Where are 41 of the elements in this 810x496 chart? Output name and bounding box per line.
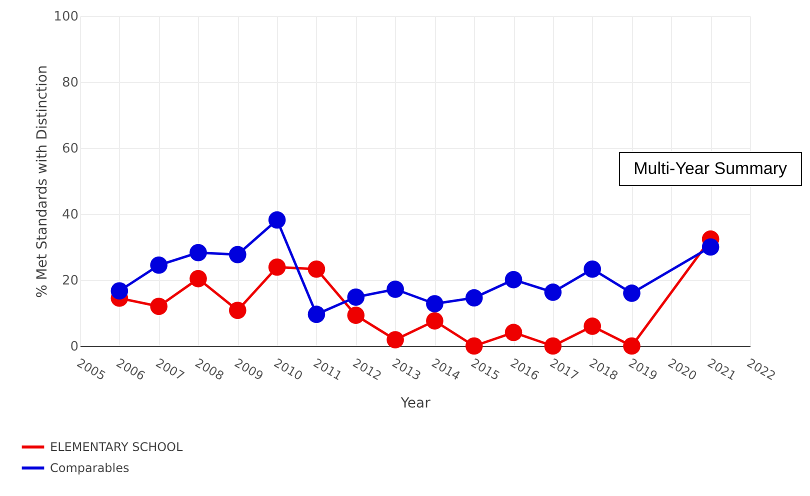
point — [347, 306, 365, 324]
point — [386, 331, 404, 348]
point — [308, 260, 326, 278]
point — [465, 337, 483, 355]
y-tick-label: 100 — [54, 10, 78, 24]
annotation: Multi-Year Summary — [618, 152, 802, 186]
point — [465, 289, 483, 306]
point — [268, 258, 286, 276]
point — [228, 302, 246, 320]
point — [150, 298, 168, 316]
point — [426, 295, 444, 312]
point — [347, 288, 365, 306]
point — [623, 284, 640, 302]
point — [504, 324, 522, 342]
point — [228, 246, 246, 264]
y-tick-label: 0 — [70, 340, 78, 354]
point — [544, 337, 562, 355]
point — [190, 244, 207, 262]
y-tick-label: 80 — [62, 76, 78, 90]
point — [504, 271, 522, 288]
y-tick-label: 60 — [62, 142, 78, 156]
point — [150, 256, 168, 274]
x-tick-label: 2007 — [153, 356, 187, 384]
point — [110, 282, 128, 300]
x-tick-label: 2017 — [547, 356, 581, 384]
y-tick-label: 40 — [62, 208, 78, 222]
point — [544, 284, 562, 301]
point — [308, 306, 326, 323]
legend-label: ELEMENTARY SCHOOL — [50, 440, 183, 454]
y-tick-label: 20 — [62, 274, 78, 288]
point — [584, 318, 602, 335]
point — [702, 238, 720, 256]
point — [623, 337, 640, 355]
y-axis-title: % Met Standards with Distinction — [34, 65, 51, 298]
point — [426, 312, 444, 330]
legend-label: Comparables — [50, 461, 130, 475]
point — [268, 211, 286, 229]
x-axis-title: Year — [400, 395, 431, 412]
point — [584, 260, 602, 278]
point — [386, 280, 404, 298]
point — [190, 270, 207, 288]
